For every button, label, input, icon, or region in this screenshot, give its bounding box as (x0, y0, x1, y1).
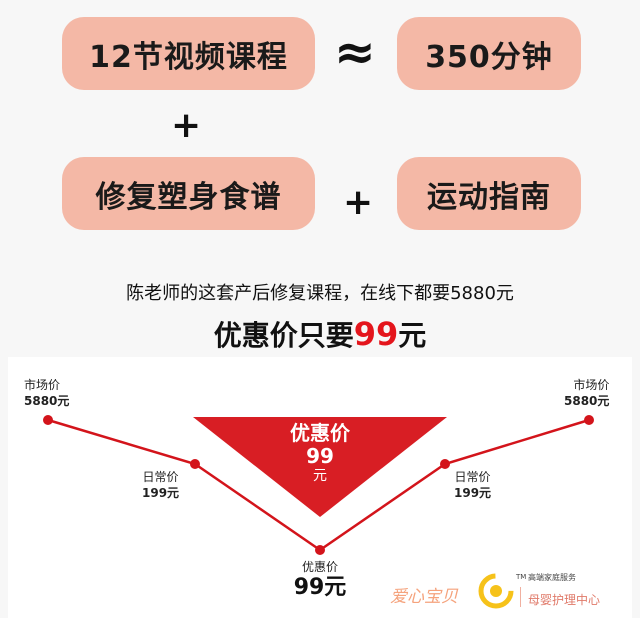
pill-duration: 350分钟 (397, 17, 581, 90)
pill-duration-label: 350分钟 (425, 39, 553, 75)
point-right-market (584, 415, 594, 425)
brand-name: 爱心宝贝 (390, 587, 458, 607)
pill-exercise-guide: 运动指南 (397, 157, 581, 230)
point-right-daily (440, 459, 450, 469)
pill-recipes-label: 修复塑身食谱 (95, 179, 282, 215)
approx-symbol: ≈ (334, 23, 376, 81)
right-daily-value: 199元 (454, 486, 492, 500)
right-market-value: 5880元 (564, 394, 610, 408)
right-daily-label: 日常价 199元 (454, 469, 491, 501)
offer-line: 优惠价只要99元 (0, 314, 640, 354)
left-daily-title: 日常价 (142, 470, 179, 484)
pill-video-courses: 12节视频课程 (62, 17, 315, 90)
point-left-daily (190, 459, 200, 469)
brand-tm: TM (516, 573, 527, 581)
triangle-unit: 元 (313, 468, 327, 484)
left-daily-label: 日常价 199元 (142, 469, 179, 501)
left-market-label: 市场价 5880元 (24, 377, 69, 409)
point-center-promo (315, 545, 325, 555)
brand-service: 母婴护理中心 (528, 593, 601, 607)
left-market-title: 市场价 (24, 378, 61, 392)
offer-prefix: 优惠价只要 (213, 319, 354, 352)
center-promo-label: 优惠价 99元 (290, 559, 350, 601)
price-line-graphic (43, 415, 594, 555)
plus-symbol-1: + (171, 105, 202, 146)
course-description: 陈老师的这套产后修复课程，在线下都要5880元 (126, 283, 514, 304)
brand-tagline: 高端家庭服务 (528, 573, 576, 582)
pill-video-courses-label: 12节视频课程 (89, 39, 288, 75)
triangle-text: 优惠价 99 元 (270, 421, 370, 485)
offer-suffix: 元 (398, 319, 427, 352)
brand-watermark: 爱心宝贝 TM 高端家庭服务 母婴护理中心 (390, 571, 630, 611)
center-promo-value: 99元 (293, 575, 347, 600)
price-comparison-panel: 优惠价 99 元 市场价 5880元 日常价 199元 优惠价 99元 日常价 … (8, 357, 632, 618)
left-daily-value: 199元 (142, 486, 180, 500)
right-daily-title: 日常价 (454, 470, 491, 484)
offer-price: 99 (353, 315, 399, 353)
right-market-title: 市场价 (573, 378, 610, 392)
brand-divider (520, 587, 521, 607)
left-market-value: 5880元 (24, 394, 70, 408)
brand-logo-icon (478, 573, 514, 609)
plus-symbol-2: + (343, 182, 374, 223)
center-promo-title: 优惠价 (301, 560, 338, 574)
pill-exercise-guide-label: 运动指南 (427, 179, 551, 215)
triangle-label: 优惠价 (290, 421, 350, 445)
triangle-price: 99 (306, 444, 334, 468)
promo-triangle (193, 417, 447, 517)
pill-recipes: 修复塑身食谱 (62, 157, 315, 230)
point-left-market (43, 415, 53, 425)
right-market-label: 市场价 5880元 (564, 377, 609, 409)
